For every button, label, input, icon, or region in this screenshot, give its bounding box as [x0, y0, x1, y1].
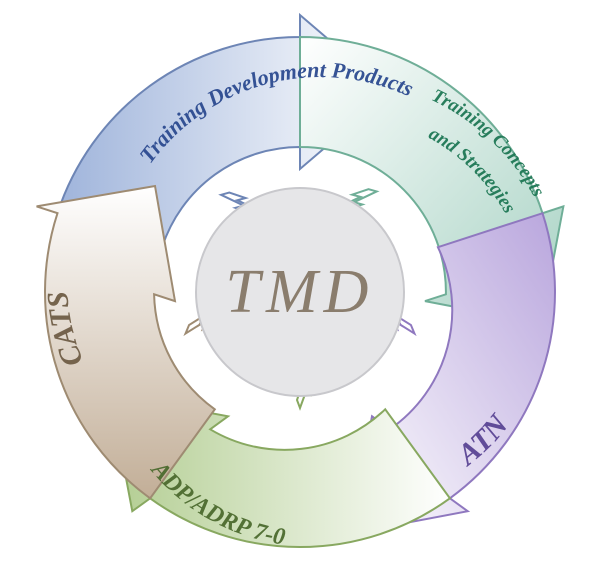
center-label: TMD — [226, 257, 375, 328]
center-circle: TMD — [195, 187, 405, 397]
tmd-cycle-diagram: Training Development Products Training C… — [0, 0, 600, 584]
